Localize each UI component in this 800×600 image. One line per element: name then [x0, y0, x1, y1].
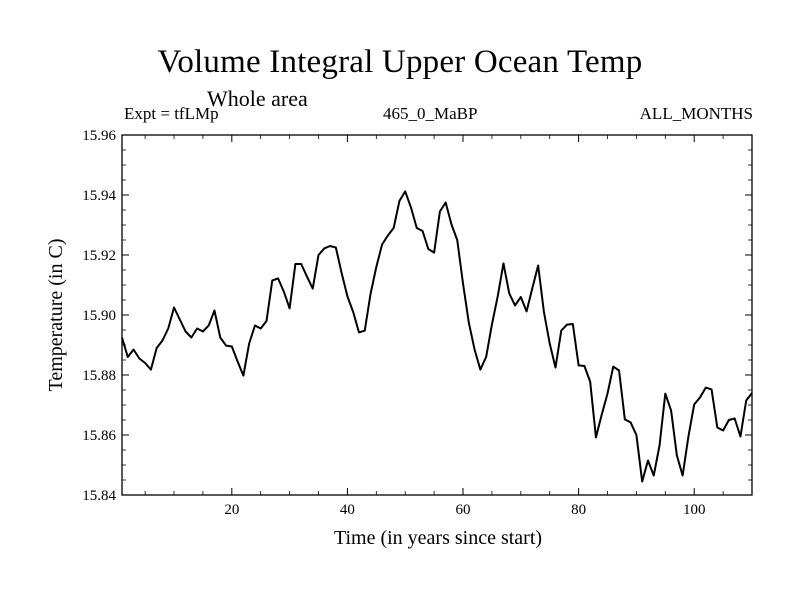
y-tick-label: 15.88 — [82, 368, 116, 384]
x-tick-label: 40 — [340, 502, 355, 518]
y-tick-label: 15.84 — [82, 488, 116, 504]
y-tick-label: 15.92 — [82, 248, 116, 264]
y-tick-label: 15.96 — [82, 128, 116, 144]
months-label: ALL_MONTHS — [639, 104, 753, 123]
experiment-label: Expt = tfLMp — [124, 104, 219, 123]
x-tick-label: 60 — [456, 502, 471, 518]
x-tick-label: 80 — [571, 502, 586, 518]
y-tick-label: 15.90 — [82, 308, 116, 324]
chart-subtitle: Whole area — [207, 86, 308, 111]
y-tick-label: 15.86 — [82, 428, 116, 444]
plot-frame — [121, 134, 753, 496]
temperature-series-line — [121, 190, 753, 483]
y-axis-title: Temperature (in C) — [45, 239, 67, 392]
chart-title: Volume Integral Upper Ocean Temp — [157, 44, 643, 80]
x-tick-label: 20 — [224, 502, 239, 518]
x-tick-label: 100 — [683, 502, 706, 518]
x-axis-title: Time (in years since start) — [334, 527, 542, 549]
period-label: 465_0_MaBP — [383, 104, 478, 123]
y-tick-label: 15.94 — [82, 188, 116, 204]
